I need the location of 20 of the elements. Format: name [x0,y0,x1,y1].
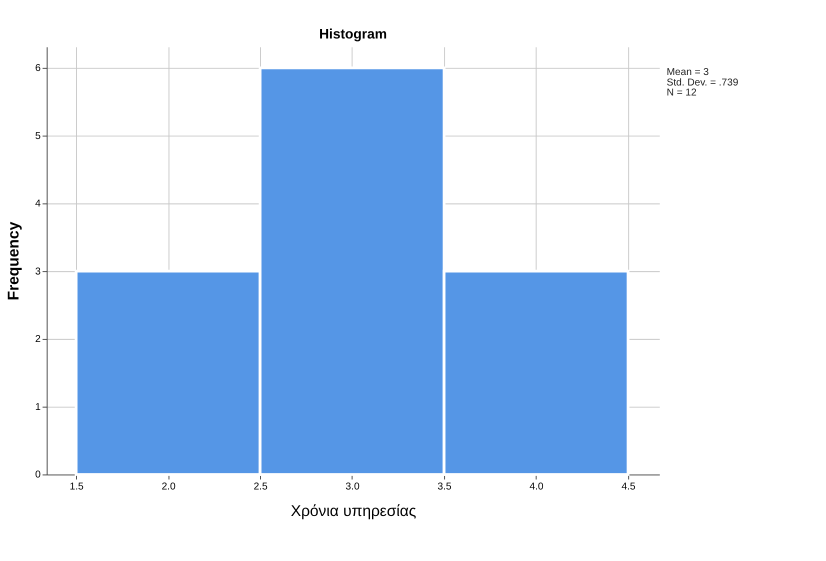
x-axis-title: Χρόνια υπηρεσίας [290,503,417,520]
y-tick-label: 1 [35,402,42,413]
x-tick-label: 3.5 [438,482,452,493]
y-tick-label: 0 [35,470,42,481]
text: N = 12 [666,87,697,98]
y-tick-label: 6 [35,63,42,74]
chart-title: Histogram [319,26,387,42]
y-axis-title: Frequency [6,221,23,300]
y-tick-label: 5 [35,130,42,142]
y-tick-label: 3 [35,266,42,278]
text: Std. Dev. = .739 [666,77,739,88]
y-tick-label: 2 [35,334,42,346]
x-tick-label: 1.5 [70,482,84,493]
text: Mean = 3 [666,67,710,78]
x-tick-label: 4.0 [530,482,544,493]
x-tick-label: 4.5 [622,482,636,493]
x-tick-label: 2.0 [162,482,176,493]
x-tick-label: 2.5 [254,482,268,493]
x-tick-label: 3.0 [346,482,360,493]
y-tick-label: 4 [35,198,42,210]
